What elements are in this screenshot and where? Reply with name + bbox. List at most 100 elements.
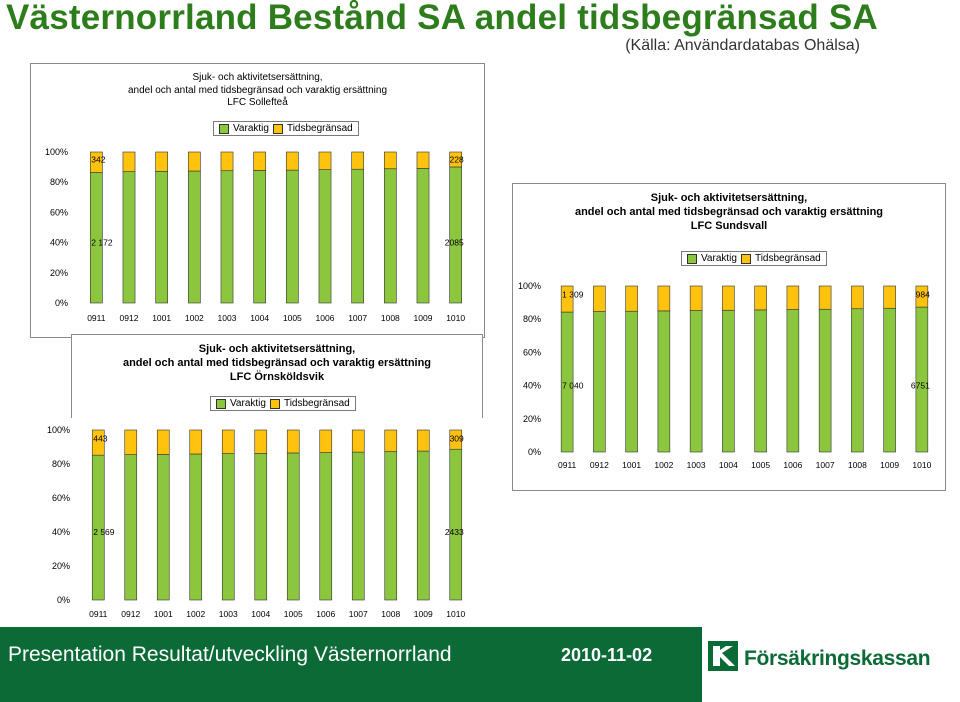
bar-segment xyxy=(318,151,332,170)
bar-segment xyxy=(187,170,201,304)
bar-segment xyxy=(351,429,365,453)
bar-segment xyxy=(156,454,170,601)
bar-segment xyxy=(625,310,638,453)
bar-segment xyxy=(254,429,268,454)
bar-segment xyxy=(593,311,606,453)
bar-segment xyxy=(754,309,767,453)
y-tick-label: 20% xyxy=(50,268,68,278)
bar-segment xyxy=(449,166,463,304)
data-label: 6751 xyxy=(911,381,930,391)
bar-segment xyxy=(786,309,800,453)
bar-segment xyxy=(351,168,365,304)
x-tick-label: 0912 xyxy=(121,609,140,619)
page-subtitle: (Källa: Användardatabas Ohälsa) xyxy=(625,37,860,54)
x-tick-label: 1004 xyxy=(719,460,738,470)
bar-segment xyxy=(383,168,397,304)
x-tick-label: 1002 xyxy=(654,460,673,470)
x-tick-label: 1004 xyxy=(251,609,270,619)
bar-segment xyxy=(384,429,398,452)
bar-segment xyxy=(220,151,234,172)
chart-title-ornskoldsvik: Sjuk- och aktivitetsersättning, andel oc… xyxy=(71,343,483,384)
x-tick-label: 0911 xyxy=(89,609,108,619)
x-tick-label: 1006 xyxy=(316,313,335,323)
chart-title-line: LFC Örnsköldsvik xyxy=(229,370,325,383)
legend-swatch-tidsbegransad xyxy=(269,398,280,409)
x-tick-label: 1003 xyxy=(218,313,237,323)
chart-title-solleftea: Sjuk- och aktivitetsersättning, andel oc… xyxy=(30,72,485,110)
bar-segment xyxy=(449,429,463,450)
bar-segment xyxy=(286,429,300,454)
y-tick-label: 100% xyxy=(45,147,68,157)
bar-segment xyxy=(122,171,136,304)
bar-segment xyxy=(689,285,703,311)
y-tick-label: 60% xyxy=(52,493,70,503)
bar-segment xyxy=(383,151,397,170)
bar-segment xyxy=(122,151,136,172)
bar-segment xyxy=(220,170,234,304)
bar-segment xyxy=(318,169,332,304)
x-tick-label: 1001 xyxy=(152,313,171,323)
bar-segment xyxy=(560,285,574,313)
x-tick-label: 1006 xyxy=(783,460,802,470)
footer-presentation-title: Presentation Resultat/utveckling Västern… xyxy=(8,643,452,666)
bar-segment xyxy=(286,452,300,601)
bar-segment xyxy=(351,151,365,170)
bar-segment xyxy=(657,310,671,453)
legend-label-tidsbegransad: Tidsbegränsad xyxy=(754,253,821,264)
y-tick-label: 40% xyxy=(50,238,68,248)
x-tick-label: 0911 xyxy=(87,313,106,323)
bar-segment xyxy=(124,429,138,455)
x-tick-label: 1008 xyxy=(848,460,867,470)
bar-segment xyxy=(384,451,398,601)
data-label: 228 xyxy=(450,155,464,165)
footer-date: 2010-11-02 xyxy=(561,645,653,665)
bar-segment xyxy=(851,285,864,310)
x-tick-label: 1001 xyxy=(622,460,641,470)
y-tick-label: 40% xyxy=(52,527,70,537)
bar-segment xyxy=(883,307,896,453)
chart-title-line: LFC Sundsvall xyxy=(690,219,768,232)
y-tick-label: 60% xyxy=(50,207,68,217)
y-tick-label: 100% xyxy=(518,281,541,291)
bar-segment xyxy=(221,453,235,601)
x-tick-label: 1008 xyxy=(381,313,400,323)
x-tick-label: 1003 xyxy=(687,460,706,470)
chart-title-line: Sjuk- och aktivitetsersättning, xyxy=(198,343,356,355)
data-label: 309 xyxy=(450,434,464,444)
x-tick-label: 1009 xyxy=(414,609,433,619)
x-tick-label: 1001 xyxy=(154,609,173,619)
bar-segment xyxy=(883,285,896,309)
x-tick-label: 1007 xyxy=(816,460,835,470)
bar-segment xyxy=(722,309,735,453)
x-tick-label: 1005 xyxy=(283,313,302,323)
bar-segment xyxy=(818,308,832,453)
page-title: Västernorrland Bestånd SA andel tidsbegr… xyxy=(6,0,878,37)
y-tick-label: 0% xyxy=(528,447,541,457)
y-tick-label: 100% xyxy=(47,425,70,435)
chart-plot-solleftea: 0% 20% 40% 60% 80% 100% 0911 0912 1001 1002 1003 10… xyxy=(45,147,465,323)
x-tick-label: 1007 xyxy=(349,609,368,619)
data-label: 2085 xyxy=(445,238,464,248)
bar-segment xyxy=(818,285,832,310)
bar-segment xyxy=(156,429,170,455)
chart-legend-ornskoldsvik: Varaktig Tidsbegränsad xyxy=(210,396,356,411)
x-tick-label: 1009 xyxy=(414,313,433,323)
bar-segment xyxy=(189,453,203,601)
chart-title-line: andel och antal med tidsbegränsad och va… xyxy=(127,84,388,96)
chart-title-sundsvall: Sjuk- och aktivitetsersättning, andel oc… xyxy=(512,192,946,233)
y-tick-label: 80% xyxy=(50,177,68,187)
data-label: 2 569 xyxy=(93,527,115,537)
x-tick-label: 1002 xyxy=(185,313,204,323)
chart-plot-ornskoldsvik: 0% 20% 40% 60% 80% 100% 0911 0912 1001 1002 1003 10… xyxy=(47,425,466,619)
x-tick-label: 1003 xyxy=(219,609,238,619)
bar-segment xyxy=(449,448,463,601)
bar-segment xyxy=(416,450,430,601)
x-tick-label: 0911 xyxy=(558,460,577,470)
data-label: 342 xyxy=(91,155,105,165)
chart-title-line: LFC Sollefteå xyxy=(227,97,288,108)
y-tick-label: 20% xyxy=(523,414,541,424)
bar-segment xyxy=(416,151,430,169)
x-tick-label: 0912 xyxy=(590,460,609,470)
data-label: 1 309 xyxy=(562,289,584,299)
legend-swatch-varaktig xyxy=(216,398,226,409)
